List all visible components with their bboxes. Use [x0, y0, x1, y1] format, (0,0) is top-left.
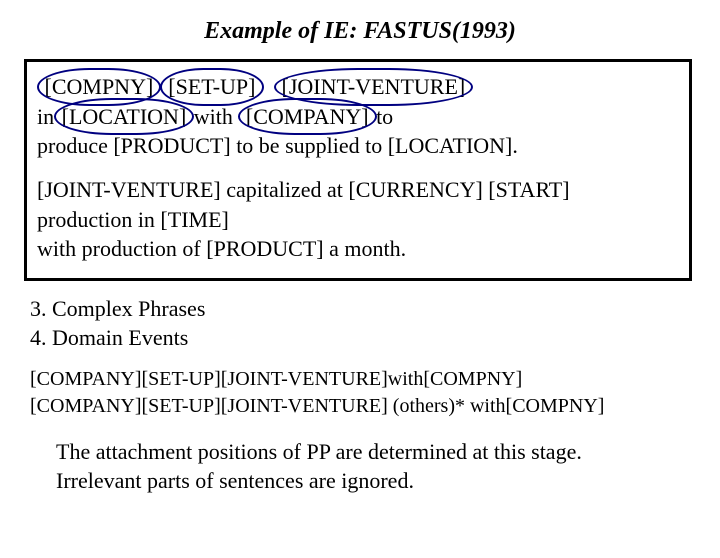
- text-to: to: [371, 104, 394, 129]
- p2-line3: with production of [PRODUCT] a month.: [37, 236, 406, 261]
- section-item-3: 3. Complex Phrases: [30, 296, 205, 321]
- text-produce: produce [PRODUCT] to be supplied to [LOC…: [37, 133, 518, 158]
- note-text: The attachment positions of PP are deter…: [56, 438, 680, 495]
- p2-line1: [JOINT-VENTURE] capitalized at [CURRENCY…: [37, 177, 570, 202]
- box-paragraph-2: [JOINT-VENTURE] capitalized at [CURRENCY…: [37, 175, 673, 264]
- pattern-2: [COMPANY][SET-UP][JOINT-VENTURE] (others…: [30, 395, 604, 417]
- text-in: in: [37, 104, 60, 129]
- circled-company: [COMPNY]: [43, 72, 156, 102]
- circled-joint-venture: [JOINT-VENTURE]: [280, 72, 468, 102]
- circled-company-2: [COMPANY]: [244, 102, 371, 132]
- slide-title: Example of IE: FASTUS(1993): [0, 18, 720, 45]
- section-item-4: 4. Domain Events: [30, 325, 188, 350]
- note-line-1: The attachment positions of PP are deter…: [56, 439, 582, 464]
- pattern-1: [COMPANY][SET-UP][JOINT-VENTURE]with[COM…: [30, 368, 522, 390]
- circled-location: [LOCATION]: [60, 102, 189, 132]
- example-box: [COMPNY] [SET-UP] [JOINT-VENTURE] in [LO…: [24, 59, 692, 281]
- pattern-list: [COMPANY][SET-UP][JOINT-VENTURE]with[COM…: [30, 366, 692, 420]
- text-with: with: [188, 104, 238, 129]
- circled-setup: [SET-UP]: [166, 72, 257, 102]
- section-list: 3. Complex Phrases 4. Domain Events: [30, 295, 692, 352]
- note-line-2: Irrelevant parts of sentences are ignore…: [56, 468, 414, 493]
- box-paragraph-1: [COMPNY] [SET-UP] [JOINT-VENTURE] in [LO…: [37, 72, 673, 161]
- p2-line2: production in [TIME]: [37, 207, 229, 232]
